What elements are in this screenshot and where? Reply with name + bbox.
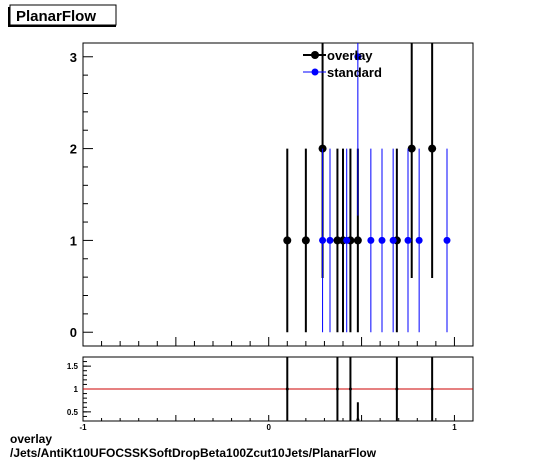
ratio-data-marks — [285, 357, 434, 422]
standard-point — [319, 236, 327, 244]
ratio-point — [348, 387, 352, 391]
legend-standard-marker — [311, 68, 319, 76]
legend-standard-label: standard — [327, 65, 382, 80]
title-box: PlanarFlow — [8, 4, 117, 27]
standard-point — [378, 236, 386, 244]
overlay-point — [428, 144, 437, 153]
legend-overlay-label: overlay — [327, 48, 373, 63]
standard-point — [326, 236, 334, 244]
ratio-point — [395, 387, 399, 391]
overlay-point — [333, 236, 342, 245]
ratio-y-tick-label: 0.5 — [67, 408, 79, 417]
ratio-axes: 0.5 1 1.5 -1 0 1 — [67, 361, 474, 432]
overlay-point — [301, 236, 310, 245]
legend-overlay-marker — [311, 51, 319, 59]
standard-point — [354, 53, 362, 61]
ratio-y-tick-label: 1 — [74, 385, 79, 394]
ratio-point — [356, 418, 360, 422]
y-tick-label: 3 — [70, 50, 77, 65]
ratio-x-tick-label: -1 — [79, 423, 87, 432]
footer-label-line1: overlay — [10, 432, 53, 446]
ratio-point — [335, 387, 339, 391]
ratio-x-tick-label: 1 — [452, 423, 457, 432]
main-data-marks — [283, 43, 451, 333]
y-tick-label: 0 — [70, 325, 77, 340]
standard-point — [389, 236, 397, 244]
overlay-point — [353, 236, 362, 245]
ratio-y-tick-label: 1.5 — [67, 362, 79, 371]
ratio-x-tick-label: 0 — [266, 423, 271, 432]
ratio-point — [430, 387, 434, 391]
overlay-point — [283, 236, 292, 245]
standard-point — [367, 236, 375, 244]
overlay-point — [407, 144, 416, 153]
standard-point — [343, 236, 351, 244]
legend: overlay standard — [303, 48, 382, 80]
standard-point — [404, 236, 412, 244]
standard-point — [443, 236, 451, 244]
footer-label-line2: /Jets/AntiKt10UFOCSSKSoftDropBeta100Zcut… — [10, 446, 377, 460]
main-plot-frame — [82, 42, 474, 347]
main-axes: 0 1 2 3 — [70, 50, 474, 346]
y-tick-label: 2 — [70, 142, 77, 157]
y-tick-label: 1 — [70, 233, 77, 248]
chart-title: PlanarFlow — [16, 8, 96, 25]
ratio-point — [285, 387, 289, 391]
standard-point — [415, 236, 423, 244]
